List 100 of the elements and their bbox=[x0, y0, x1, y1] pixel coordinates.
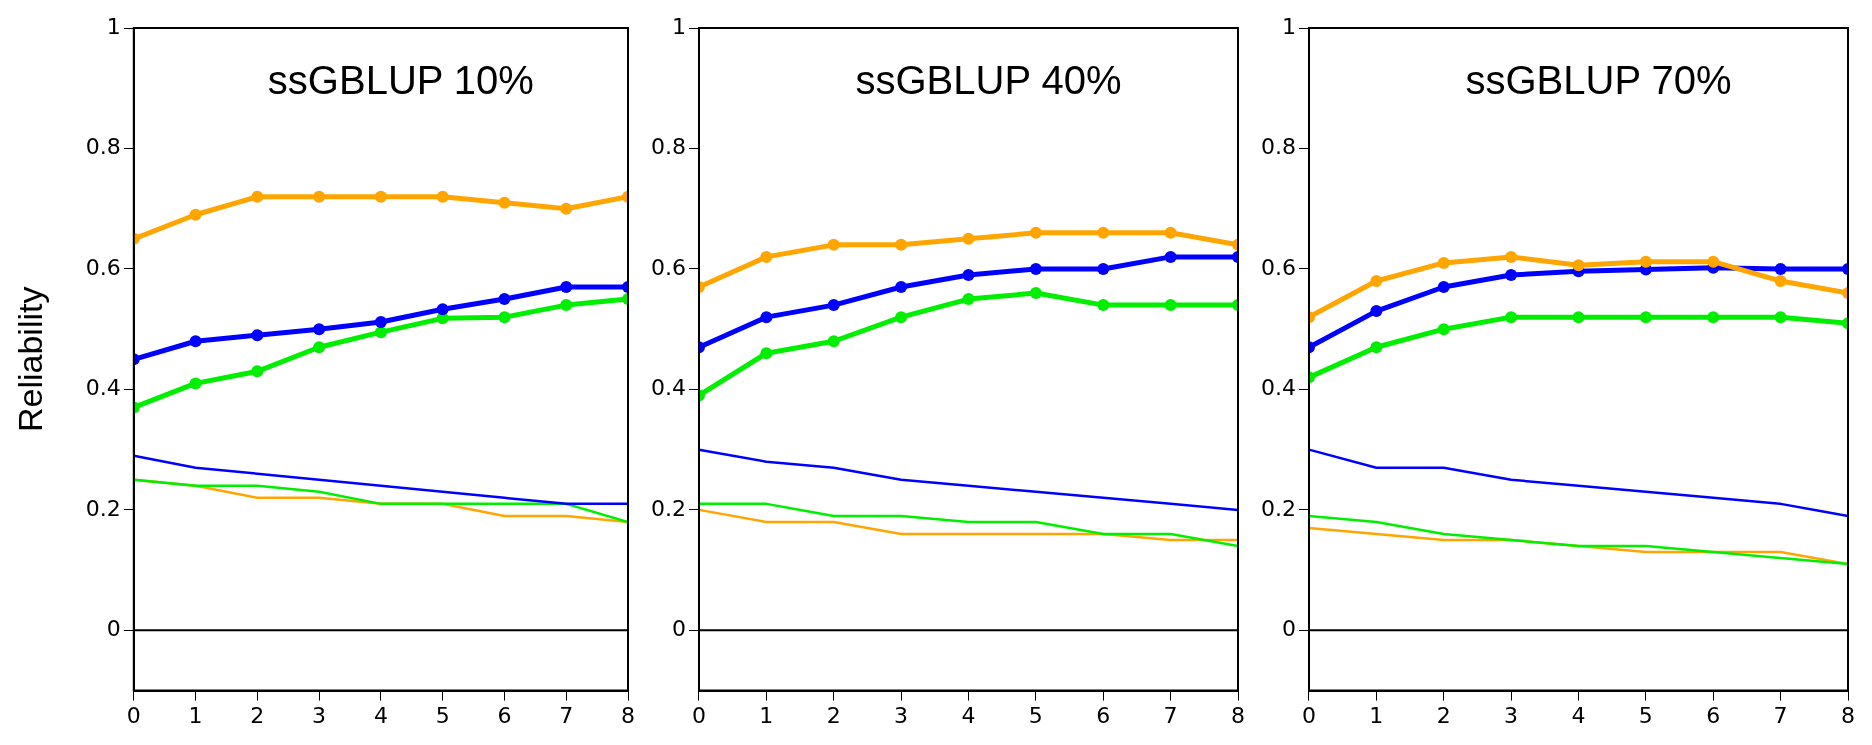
point bbox=[436, 190, 449, 203]
point bbox=[1164, 226, 1177, 239]
x-tick-label: 7 bbox=[559, 702, 574, 728]
point bbox=[827, 335, 840, 348]
point bbox=[1164, 299, 1177, 312]
point bbox=[560, 281, 573, 294]
point bbox=[498, 311, 511, 324]
y-tick-label: 0.8 bbox=[1260, 134, 1296, 160]
point bbox=[895, 238, 908, 251]
x-tick-label: 2 bbox=[250, 702, 265, 728]
point bbox=[760, 250, 773, 263]
x-tick-label: 4 bbox=[1571, 702, 1586, 728]
y-tick-label: 1 bbox=[1281, 13, 1296, 39]
text: ssGBLUP 40% bbox=[855, 58, 1122, 103]
y-tick-label: 0.4 bbox=[1260, 375, 1296, 401]
y-tick-label: 1 bbox=[106, 13, 121, 39]
y-tick-label: 0 bbox=[671, 616, 686, 642]
point bbox=[827, 238, 840, 251]
point bbox=[760, 347, 773, 360]
point bbox=[189, 335, 202, 348]
point bbox=[962, 232, 975, 245]
text: ssGBLUP 10% bbox=[267, 58, 534, 103]
y-tick-label: 0.6 bbox=[85, 254, 121, 280]
x-tick-label: 6 bbox=[1096, 702, 1111, 728]
x-tick-label: 6 bbox=[497, 702, 512, 728]
y-axis-title: Reliability bbox=[10, 286, 49, 433]
x-tick-label: 8 bbox=[621, 702, 635, 728]
y-tick-label: 0.8 bbox=[85, 134, 121, 160]
y-tick-label: 0 bbox=[106, 616, 121, 642]
point bbox=[313, 190, 326, 203]
point bbox=[1370, 305, 1383, 318]
x-tick-label: 0 bbox=[691, 702, 706, 728]
point bbox=[1774, 262, 1787, 275]
y-tick-label: 0.2 bbox=[1260, 495, 1296, 521]
x-tick-label: 1 bbox=[188, 702, 203, 728]
point bbox=[1505, 250, 1518, 263]
point bbox=[895, 281, 908, 294]
point bbox=[895, 311, 908, 324]
y-tick-label: 0.2 bbox=[650, 495, 686, 521]
y-tick-label: 0.4 bbox=[85, 375, 121, 401]
point bbox=[1029, 226, 1042, 239]
point bbox=[1505, 268, 1518, 281]
point bbox=[1029, 287, 1042, 300]
point bbox=[560, 202, 573, 215]
x-tick-label: 4 bbox=[961, 702, 976, 728]
point bbox=[251, 329, 264, 342]
point bbox=[374, 326, 387, 339]
point bbox=[1437, 256, 1450, 269]
point bbox=[1774, 311, 1787, 324]
point bbox=[1572, 259, 1585, 272]
x-tick-label: 5 bbox=[435, 702, 450, 728]
x-tick-label: 4 bbox=[373, 702, 388, 728]
point bbox=[1572, 311, 1585, 324]
point bbox=[251, 365, 264, 378]
point bbox=[962, 293, 975, 306]
point bbox=[1707, 311, 1720, 324]
point bbox=[560, 299, 573, 312]
x-tick-label: 1 bbox=[759, 702, 774, 728]
point bbox=[374, 315, 387, 328]
point bbox=[498, 293, 511, 306]
point bbox=[313, 341, 326, 354]
point bbox=[1707, 255, 1720, 268]
point bbox=[436, 303, 449, 316]
y-tick-label: 0.4 bbox=[650, 375, 686, 401]
point bbox=[1370, 341, 1383, 354]
x-tick-label: 0 bbox=[1301, 702, 1316, 728]
point bbox=[374, 190, 387, 203]
x-tick-label: 1 bbox=[1369, 702, 1384, 728]
point bbox=[1097, 299, 1110, 312]
point bbox=[1639, 311, 1652, 324]
x-tick-label: 6 bbox=[1706, 702, 1721, 728]
point bbox=[251, 190, 264, 203]
y-tick-label: 0.6 bbox=[650, 254, 686, 280]
point bbox=[1437, 323, 1450, 336]
point bbox=[962, 268, 975, 281]
x-tick-label: 7 bbox=[1163, 702, 1178, 728]
y-tick-label: 1 bbox=[671, 13, 686, 39]
point bbox=[1437, 281, 1450, 294]
y-tick-label: 0.2 bbox=[85, 495, 121, 521]
point bbox=[1774, 274, 1787, 287]
point bbox=[827, 299, 840, 312]
point bbox=[1164, 250, 1177, 263]
point bbox=[498, 196, 511, 209]
x-tick-label: 2 bbox=[1436, 702, 1451, 728]
x-tick-label: 5 bbox=[1638, 702, 1653, 728]
x-tick-label: 7 bbox=[1773, 702, 1788, 728]
y-tick-label: 0.6 bbox=[1260, 254, 1296, 280]
x-tick-label: 5 bbox=[1028, 702, 1043, 728]
point bbox=[1639, 255, 1652, 268]
point bbox=[760, 311, 773, 324]
point bbox=[189, 377, 202, 390]
y-tick-label: 0 bbox=[1281, 616, 1296, 642]
text: ssGBLUP 70% bbox=[1465, 58, 1732, 103]
x-tick-label: 2 bbox=[826, 702, 841, 728]
point bbox=[189, 208, 202, 221]
point bbox=[1505, 311, 1518, 324]
point bbox=[1370, 274, 1383, 287]
y-tick-label: 0.8 bbox=[650, 134, 686, 160]
x-tick-label: 0 bbox=[126, 702, 141, 728]
point bbox=[313, 323, 326, 336]
